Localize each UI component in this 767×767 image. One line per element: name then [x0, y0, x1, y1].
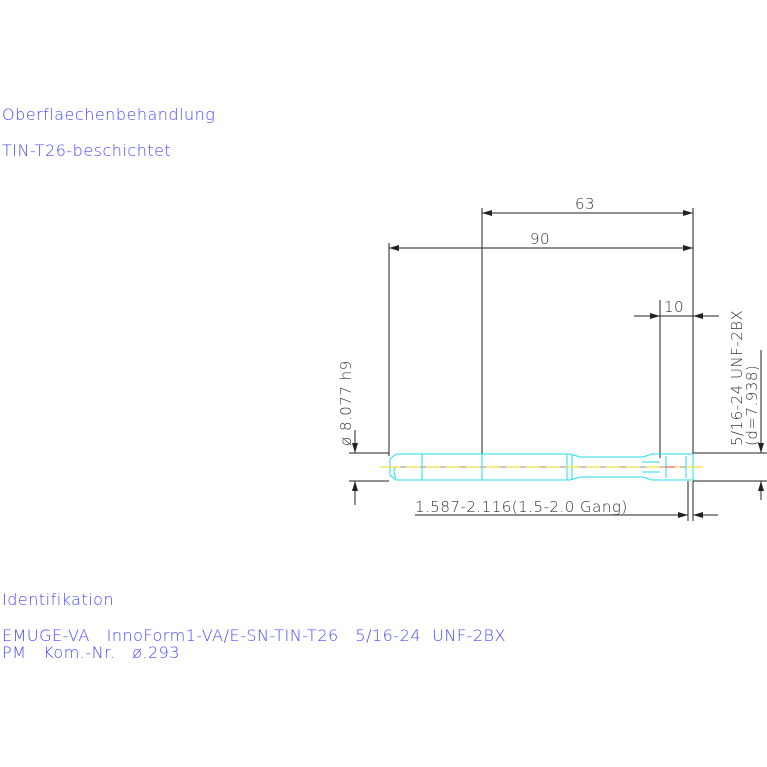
thread-diameter: (d=7.938) — [743, 365, 761, 446]
identification-line-1: EMUGE-VA InnoForm1-VA/E-SN-TIN-T26 5/16-… — [2, 626, 506, 645]
extension-lines — [349, 208, 767, 521]
dim-chamfer-length: 10 — [664, 298, 684, 316]
surface-treatment-value: TIN-T26-beschichtet — [2, 141, 172, 160]
dim-shank-diameter: ø 8.077 h9 — [337, 360, 355, 446]
surface-treatment-label: Oberflaechenbehandlung — [2, 105, 216, 124]
identification-line-2: PM Kom.-Nr. ø.293 — [2, 643, 180, 662]
dim-thread-length: 63 — [575, 195, 595, 213]
thread-spec: 5/16-24 UNF-2BX — [728, 310, 746, 446]
identification-label: Identifikation — [2, 590, 115, 609]
chamfer-note: 1.587-2.116(1.5-2.0 Gang) — [415, 498, 628, 516]
dim-total-length: 90 — [530, 230, 550, 248]
